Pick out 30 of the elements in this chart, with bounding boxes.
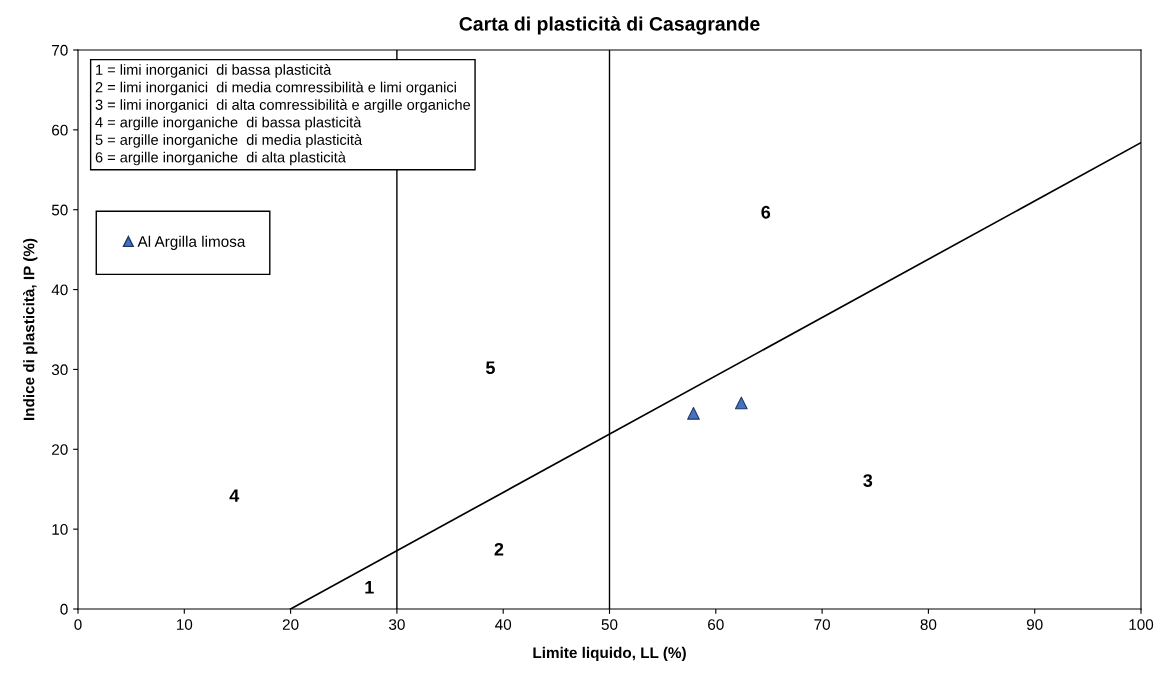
x-tick-label: 70: [814, 619, 830, 630]
x-tick-label: 0: [74, 619, 82, 630]
y-tick-label: 60: [52, 124, 68, 136]
x-tick-label: 90: [1026, 619, 1043, 630]
y-tick-label: 50: [51, 204, 68, 216]
y-tick-label: 30: [51, 364, 68, 376]
x-tick-label: 80: [920, 619, 937, 630]
legend-label: Al Argilla limosa: [137, 235, 246, 250]
x-tick-label: 40: [495, 619, 512, 630]
chart-title: Carta di plasticità di Casagrande: [459, 16, 760, 35]
annotation: 2: [494, 542, 504, 556]
y-tick-label: 10: [52, 524, 68, 535]
annotation: 3: [863, 474, 873, 487]
x-tick-label: 30: [388, 619, 405, 630]
annotation: 1 = limi inorganici di bassa plasticità 2 = limi inorganici di media comressibilità e limi organici 3 = limi inorganici di alta comressibilità e argille organiche 4 = argille inorganiche di bassa plasticità 5 = argille inorganiche di media plasticità 6 = argille inorganiche di alta plasticità: [95, 63, 471, 166]
annotation: 5: [485, 361, 495, 375]
y-axis-title: Indice di plasticità, IP (%): [23, 238, 38, 421]
x-tick-label: 60: [708, 619, 724, 630]
annotation: 6: [761, 205, 771, 219]
x-tick-label: 50: [601, 619, 618, 630]
y-tick-label: 40: [51, 284, 68, 296]
y-tick-label: 70: [52, 44, 68, 56]
x-axis-title: Limite liquido, LL (%): [533, 646, 686, 662]
annotation: 4: [229, 489, 240, 502]
y-tick-label: 0: [60, 603, 68, 615]
x-tick-label: 20: [282, 619, 299, 630]
x-tick-label: 100: [1129, 619, 1154, 630]
annotation: 1: [365, 581, 374, 594]
y-tick-label: 20: [52, 444, 68, 455]
x-tick-label: 10: [176, 619, 193, 630]
